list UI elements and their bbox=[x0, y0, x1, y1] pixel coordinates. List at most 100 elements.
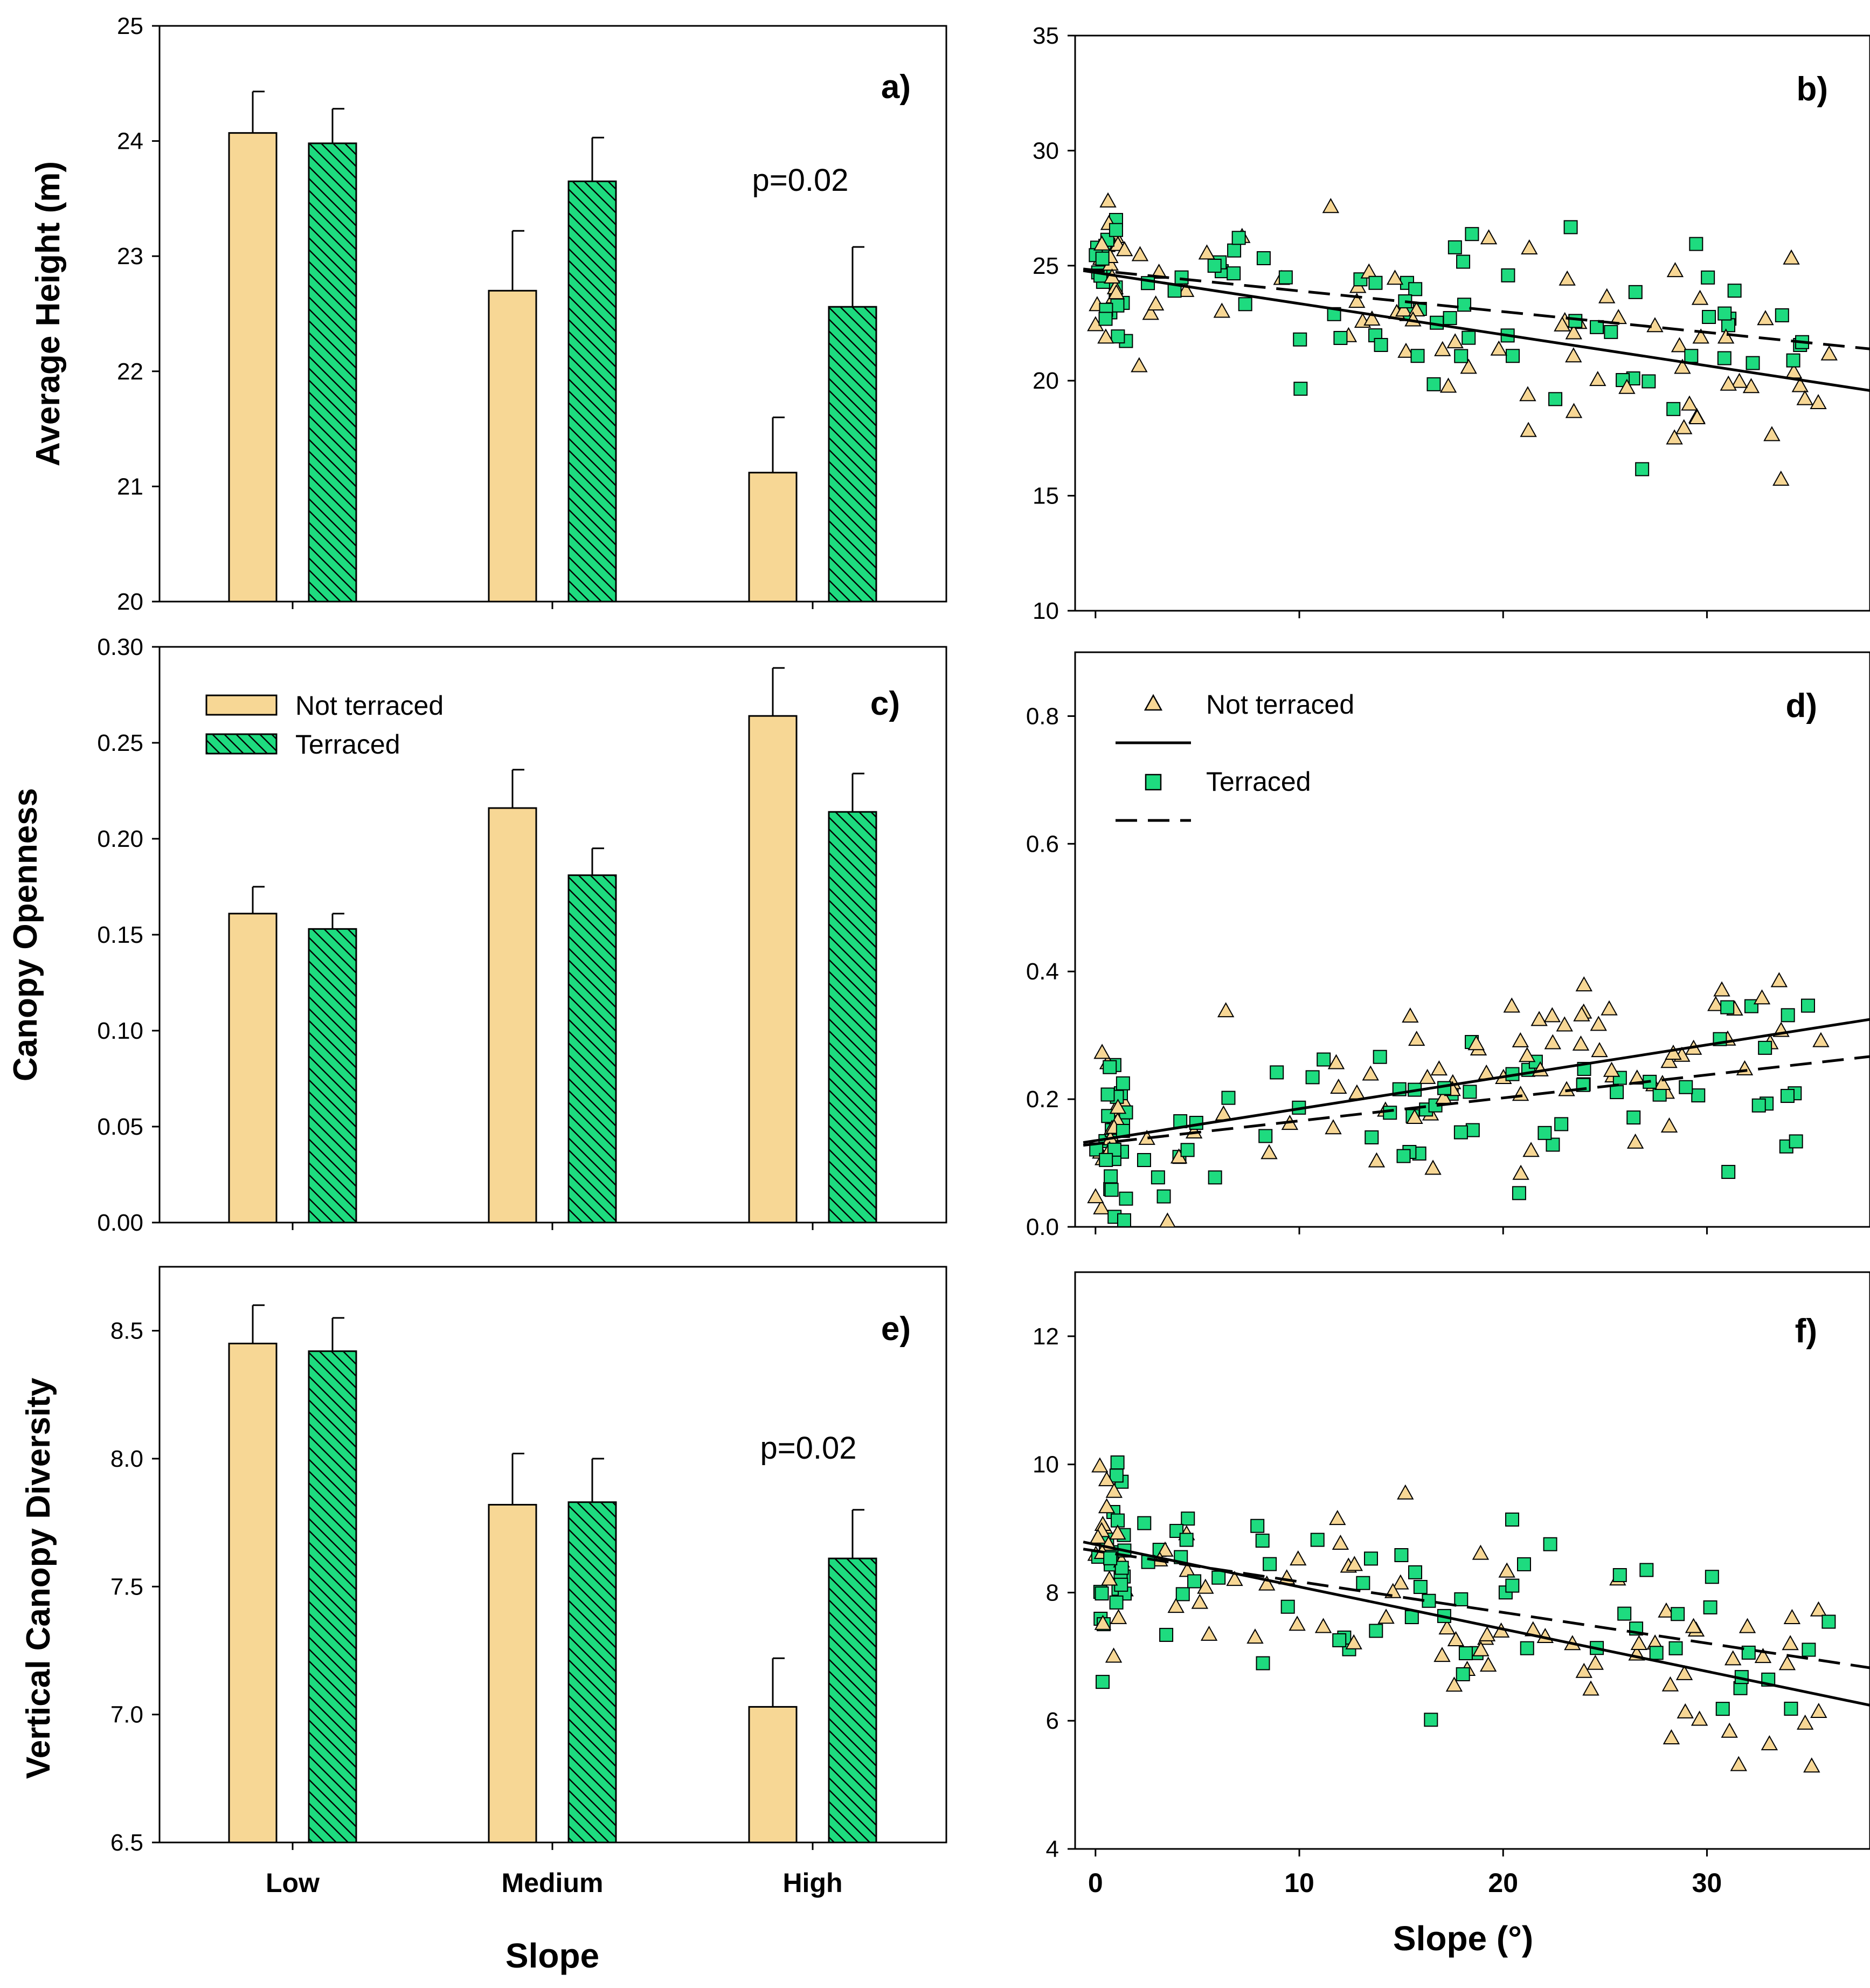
point-terraced bbox=[1231, 231, 1246, 245]
point-not-terraced bbox=[1478, 1626, 1496, 1641]
point-not-terraced bbox=[1772, 471, 1790, 486]
point-not-terraced bbox=[1503, 997, 1520, 1013]
point-not-terraced bbox=[1490, 340, 1507, 356]
point-not-terraced bbox=[1820, 345, 1838, 361]
y-tick-label: 15 bbox=[1033, 483, 1059, 509]
point-not-terraced bbox=[1603, 1061, 1620, 1077]
y-tick-label: 21 bbox=[117, 473, 143, 500]
point-not-terraced bbox=[1386, 270, 1404, 285]
point-terraced bbox=[1702, 309, 1716, 324]
point-not-terraced bbox=[1089, 1528, 1107, 1544]
point-terraced bbox=[1109, 1595, 1124, 1610]
point-terraced bbox=[1181, 1511, 1195, 1526]
point-not-terraced bbox=[1105, 1482, 1123, 1498]
point-not-terraced bbox=[1093, 235, 1111, 251]
point-terraced bbox=[1447, 240, 1462, 254]
panel-c-legend: Not terraced Terraced bbox=[205, 691, 444, 760]
panel-b-label: b) bbox=[1796, 71, 1828, 108]
point-terraced bbox=[1103, 1060, 1117, 1074]
point-terraced bbox=[1456, 1667, 1470, 1681]
point-terraced bbox=[1101, 1109, 1116, 1123]
panel-e: 6.5 7.0 7.5 8.0 8.5 e) p=0.02 Vertical Canop… bbox=[20, 1266, 947, 1975]
point-terraced bbox=[1368, 275, 1383, 290]
point-terraced bbox=[1151, 1170, 1165, 1185]
point-not-terraced bbox=[1575, 1662, 1592, 1678]
point-terraced bbox=[1114, 1561, 1129, 1575]
point-not-terraced bbox=[1791, 377, 1809, 392]
point-not-terraced bbox=[1217, 1002, 1235, 1018]
bar-not-terraced-medium bbox=[488, 1503, 537, 1844]
point-not-terraced bbox=[1290, 1550, 1307, 1566]
point-terraced bbox=[1187, 1574, 1202, 1589]
point-terraced bbox=[1505, 1578, 1520, 1593]
point-terraced bbox=[1781, 1008, 1795, 1023]
y-tick-label: 24 bbox=[117, 128, 143, 155]
point-not-terraced bbox=[1159, 1212, 1176, 1228]
y-tick-label: 6.5 bbox=[110, 1830, 143, 1856]
point-not-terraced bbox=[1445, 1676, 1463, 1692]
point-terraced bbox=[1784, 1701, 1798, 1716]
point-not-terraced bbox=[1512, 1086, 1529, 1101]
point-not-terraced bbox=[1770, 972, 1788, 988]
point-terraced bbox=[1255, 1534, 1270, 1548]
point-terraced bbox=[1505, 349, 1520, 363]
scatter-x-tick-label: 30 bbox=[1692, 1868, 1722, 1898]
bar-terraced-low bbox=[308, 1350, 357, 1844]
point-not-terraced bbox=[1666, 429, 1683, 445]
panel-d: 0.0 0.2 0.4 0.6 0.8 d) Not terraced Terraced bbox=[1026, 651, 1870, 1240]
bar-terraced-medium bbox=[567, 874, 617, 1224]
panel-c: 0.00 0.05 0.10 0.15 0.20 0.25 0.30 c) Canopy O… bbox=[7, 634, 947, 1236]
point-not-terraced bbox=[1094, 1614, 1112, 1630]
point-not-terraced bbox=[1434, 341, 1451, 356]
y-tick-label: 8 bbox=[1046, 1579, 1059, 1606]
point-terraced bbox=[1159, 1627, 1174, 1642]
bar-category-labels: Low Medium High bbox=[266, 1868, 843, 1898]
scatter-x-tick-label: 10 bbox=[1284, 1868, 1314, 1898]
point-terraced bbox=[1103, 1551, 1118, 1565]
point-terraced bbox=[1635, 462, 1650, 477]
point-not-terraced bbox=[1521, 239, 1538, 255]
point-terraced bbox=[1107, 1142, 1121, 1157]
fit-line-terraced bbox=[1083, 267, 1870, 350]
point-terraced bbox=[1516, 1557, 1531, 1571]
point-not-terraced bbox=[1314, 1618, 1332, 1633]
point-not-terraced bbox=[1215, 1105, 1232, 1121]
point-terraced bbox=[1408, 282, 1423, 296]
point-terraced bbox=[1679, 1080, 1693, 1094]
point-not-terraced bbox=[1671, 337, 1688, 353]
point-not-terraced bbox=[1665, 1044, 1682, 1060]
point-not-terraced bbox=[1472, 1641, 1490, 1656]
point-not-terraced bbox=[1087, 1188, 1104, 1204]
point-terraced bbox=[1305, 1070, 1320, 1085]
point-terraced bbox=[1227, 243, 1242, 258]
panel-f-label: f) bbox=[1795, 1313, 1817, 1350]
point-not-terraced bbox=[1472, 1544, 1490, 1560]
bar-not-terraced-high bbox=[748, 1706, 798, 1844]
point-terraced bbox=[1727, 284, 1742, 298]
point-terraced bbox=[1689, 237, 1703, 251]
point-not-terraced bbox=[1327, 1054, 1345, 1069]
point-not-terraced bbox=[1575, 976, 1593, 992]
point-not-terraced bbox=[1197, 1578, 1214, 1594]
point-not-terraced bbox=[1418, 1068, 1436, 1084]
point-terraced bbox=[1363, 1551, 1378, 1566]
y-tick-label: 20 bbox=[117, 589, 143, 615]
point-terraced bbox=[1604, 325, 1618, 339]
point-terraced bbox=[1457, 298, 1472, 312]
point-not-terraced bbox=[1796, 390, 1813, 405]
point-terraced bbox=[1256, 1656, 1270, 1671]
point-terraced bbox=[1537, 1126, 1552, 1140]
point-terraced bbox=[1717, 351, 1732, 365]
point-not-terraced bbox=[1783, 249, 1800, 265]
point-terraced bbox=[1096, 1675, 1110, 1689]
point-not-terraced bbox=[1753, 989, 1771, 1005]
legend-label-terraced: Terraced bbox=[295, 729, 400, 760]
panel-a-label: a) bbox=[881, 68, 911, 106]
panel-e-label: e) bbox=[881, 1310, 911, 1348]
point-not-terraced bbox=[1591, 1042, 1608, 1058]
point-not-terraced bbox=[1258, 1575, 1276, 1591]
legend-swatch-terraced bbox=[205, 733, 278, 755]
point-not-terraced bbox=[1213, 302, 1231, 318]
point-terraced bbox=[1332, 1633, 1347, 1647]
